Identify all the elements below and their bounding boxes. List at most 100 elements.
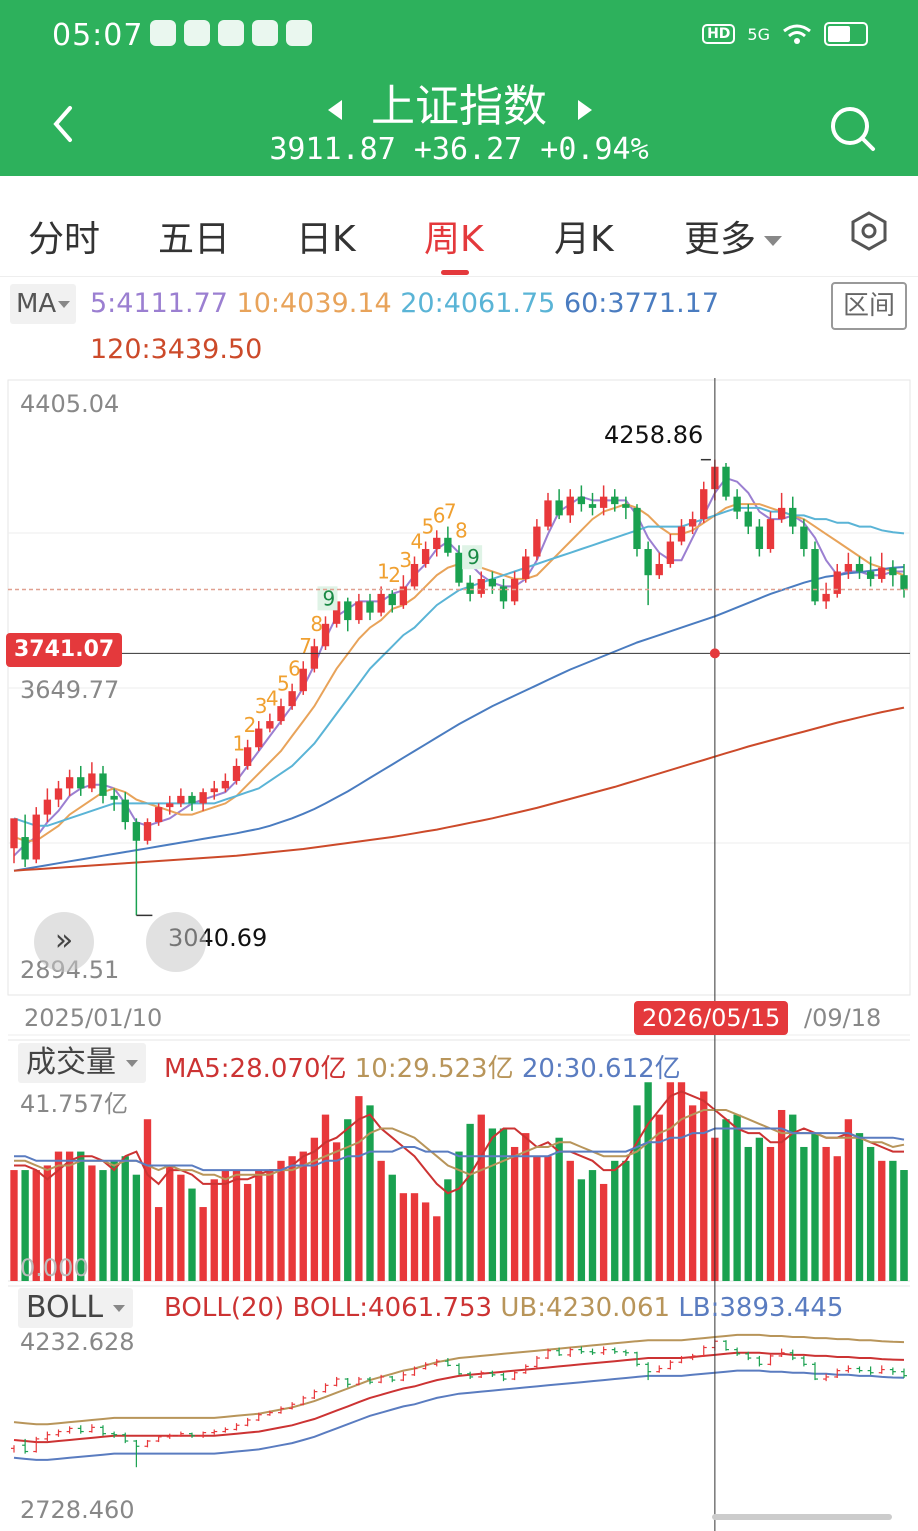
volume-bar (588, 1170, 597, 1281)
td-nine-box (317, 586, 338, 611)
candle-body (444, 537, 452, 553)
td-nine-mark: 9 (467, 545, 480, 569)
crosshair-point (709, 648, 720, 659)
volume-bar (188, 1188, 196, 1281)
candle-body (166, 803, 174, 808)
expand-icon[interactable]: » (34, 912, 94, 972)
candle-body (177, 795, 185, 804)
search-icon[interactable] (828, 104, 878, 154)
volume-bar (866, 1146, 875, 1281)
candle-body (221, 780, 230, 789)
volume-bar (766, 1146, 775, 1281)
candle-body (421, 549, 430, 564)
candle-body (210, 788, 218, 793)
candle-body (10, 818, 18, 849)
candle-body (466, 582, 474, 594)
volume-bar (232, 1170, 241, 1281)
candle-body (399, 586, 408, 606)
candle-body (833, 571, 841, 594)
candle-body (789, 507, 797, 527)
volume-bar (700, 1091, 708, 1281)
boll-indicator-select[interactable]: BOLL (18, 1288, 134, 1328)
ma-line-120 (13, 706, 905, 872)
active-tab-indicator (441, 270, 469, 275)
volume-bar (321, 1114, 330, 1281)
volume-ma-line-20 (14, 1127, 905, 1172)
x-end-label: /09/18 (804, 1004, 882, 1032)
ma120-value: 120:3439.50 (90, 334, 263, 365)
volume-bar (410, 1193, 419, 1281)
ma10-value: 10:4039.14 (236, 288, 392, 319)
volume-bar (377, 1160, 385, 1281)
crosshair-price-badge: 3741.07 (6, 633, 123, 667)
ma-line-5 (13, 476, 904, 857)
td-count-mark: 7 (444, 500, 457, 524)
volume-bar (666, 1082, 675, 1281)
candle-body (510, 578, 519, 602)
candle-body (21, 837, 29, 860)
main-panel-frame (7, 379, 911, 996)
back-icon[interactable] (44, 104, 84, 144)
volume-bar (143, 1119, 152, 1281)
volume-ma20-value: 20:30.612亿 (521, 1054, 681, 1084)
candle-body (655, 563, 663, 576)
volume-bar (421, 1202, 430, 1281)
volume-bar (510, 1146, 519, 1281)
candle-body (677, 526, 686, 542)
tab-intraday[interactable]: 分时 (28, 219, 101, 260)
ma-indicator-select[interactable]: MA (10, 284, 76, 324)
candle-body (355, 601, 363, 621)
x-start-label: 2025/01/10 (24, 1004, 163, 1032)
volume-indicator-select[interactable]: 成交量 (18, 1043, 146, 1083)
status-app-icons (150, 20, 312, 46)
volume-bar (88, 1165, 96, 1281)
wifi-icon (783, 24, 811, 44)
range-button[interactable]: 区间 (831, 282, 907, 330)
volume-bar (789, 1114, 797, 1281)
candle-body (77, 777, 85, 789)
volume-bar (255, 1170, 263, 1281)
tab-daily-k[interactable]: 日K (296, 219, 356, 260)
volume-bar (243, 1183, 252, 1281)
settings-icon[interactable] (848, 210, 890, 252)
candle-body (344, 601, 352, 621)
boll-mid-band (13, 1351, 905, 1444)
tab-more[interactable]: 更多 (684, 210, 783, 262)
ma-line-60 (13, 566, 905, 872)
candle-body (866, 571, 875, 579)
td-count-mark: 2 (388, 563, 401, 587)
td-nine-mark: 9 (323, 586, 336, 610)
volume-bar (199, 1207, 207, 1281)
candle-body (255, 728, 263, 748)
candle-body (410, 563, 419, 587)
candle-body (199, 792, 207, 804)
period-tabs: 分时 五日 日K 周K 月K 更多 (0, 190, 918, 277)
volume-bar (10, 1170, 18, 1281)
tab-monthly-k[interactable]: 月K (554, 219, 614, 260)
prev-index-icon[interactable] (328, 100, 342, 120)
volume-bar (688, 1105, 697, 1281)
next-index-icon[interactable] (578, 100, 592, 120)
volume-bar (833, 1156, 841, 1281)
candle-body (321, 623, 330, 647)
candle-body (744, 511, 752, 527)
td-nine-box (462, 545, 483, 570)
candle-body (332, 601, 341, 624)
volume-bar (533, 1156, 541, 1281)
candle-body (266, 721, 274, 729)
boll-y-max-label: 4232.628 (20, 1328, 135, 1356)
volume-bar (310, 1137, 319, 1281)
rotate-screen-icon[interactable] (146, 912, 206, 972)
candle-body (878, 567, 886, 579)
tab-five-day[interactable]: 五日 (158, 219, 231, 260)
volume-bar (522, 1133, 530, 1281)
volume-bar (878, 1160, 886, 1281)
app-notification-icon (286, 20, 312, 46)
volume-bar (121, 1156, 129, 1281)
boll-lower-value: LB:3893.445 (678, 1293, 844, 1323)
volume-bar (855, 1133, 864, 1281)
ma-line-20 (13, 506, 905, 827)
candle-body (65, 777, 74, 789)
app-notification-icon (218, 20, 244, 46)
tab-weekly-k[interactable]: 周K (424, 219, 484, 260)
